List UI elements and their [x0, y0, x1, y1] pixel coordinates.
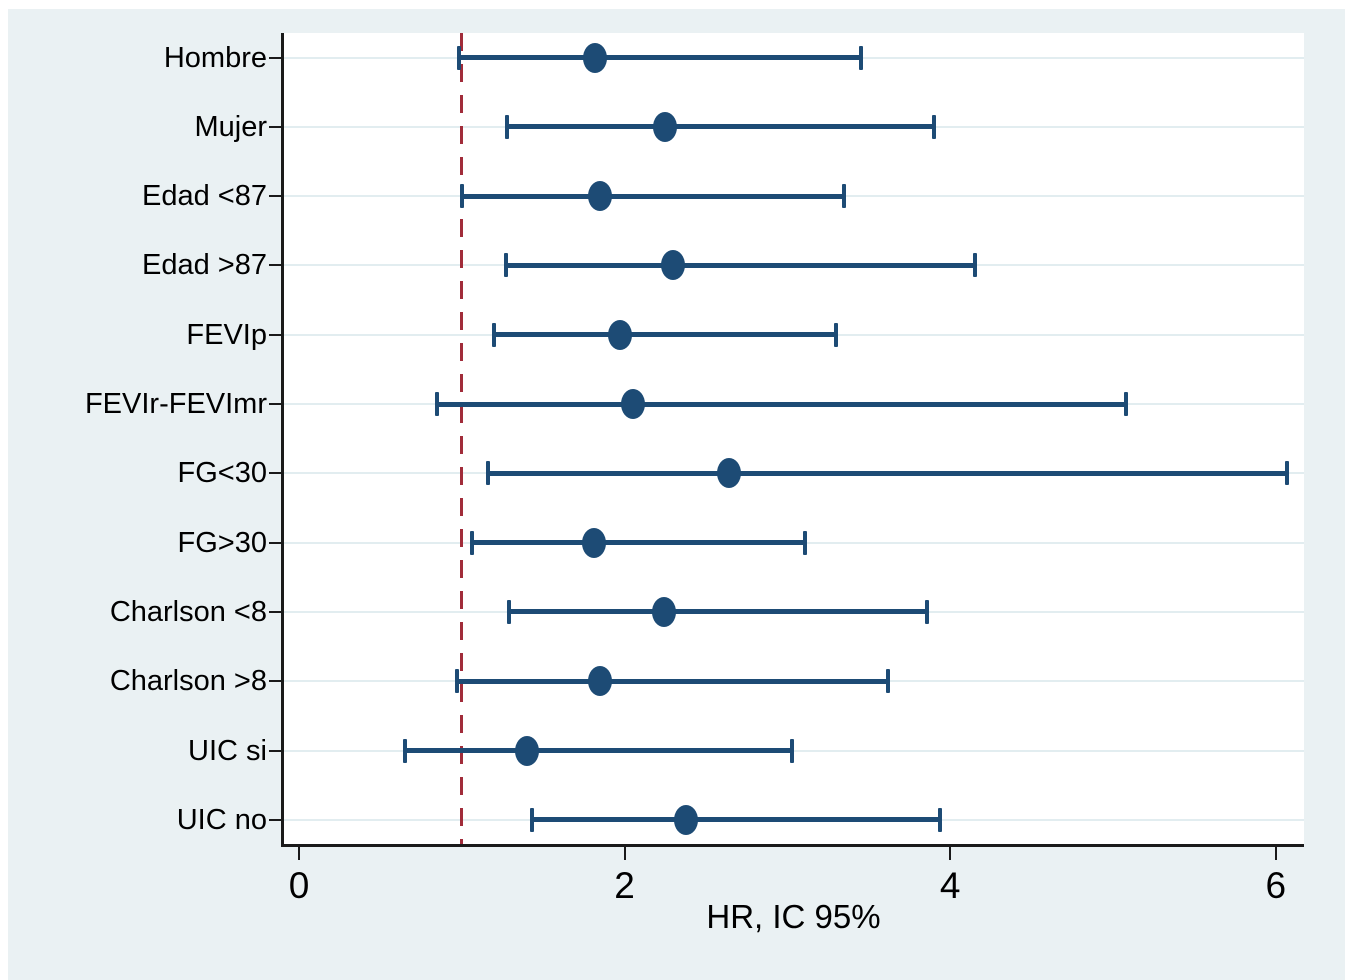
point-estimate-marker [674, 804, 699, 835]
row-label: FG<30 [177, 457, 267, 490]
row-label: Mujer [194, 110, 267, 143]
ci-cap [529, 807, 534, 832]
ci-line [471, 540, 806, 546]
ci-cap [492, 322, 497, 347]
ci-cap [485, 461, 490, 486]
ci-cap [858, 45, 863, 70]
ci-line [404, 748, 793, 753]
x-axis-tick-label: 4 [939, 865, 961, 906]
ci-line [505, 262, 975, 268]
ci-cap [402, 738, 407, 763]
ci-cap [834, 322, 839, 347]
row-label: Hombre [163, 41, 267, 74]
ci-line [494, 332, 837, 338]
point-estimate-marker [581, 527, 606, 558]
ci-line [509, 609, 928, 615]
ci-line [507, 124, 934, 130]
point-estimate-marker [514, 735, 539, 766]
y-axis-tick [269, 333, 283, 336]
ci-cap [469, 530, 474, 555]
ci-cap [886, 669, 891, 694]
y-axis-tick [269, 541, 283, 544]
ci-cap [931, 114, 936, 139]
y-axis-tick [269, 610, 283, 613]
ci-cap [842, 184, 847, 209]
row-label: FEVIr-FEVImr [84, 388, 267, 420]
ci-cap [456, 45, 461, 70]
point-estimate-marker [607, 319, 632, 350]
ci-cap [1124, 392, 1129, 416]
x-axis-tick-label: 6 [1265, 865, 1287, 906]
point-estimate-marker [588, 181, 613, 212]
y-axis-tick [269, 749, 283, 752]
ci-cap [507, 599, 511, 624]
point-estimate-marker [653, 111, 678, 142]
point-estimate-marker [583, 42, 608, 73]
x-axis-tick [949, 847, 952, 860]
x-axis-tick-label: 2 [614, 865, 635, 906]
point-estimate-marker [651, 596, 676, 627]
ci-cap [459, 184, 464, 209]
y-axis-tick [269, 680, 283, 683]
ci-cap [938, 807, 943, 832]
y-axis-tick [269, 195, 283, 198]
ci-cap [435, 392, 440, 416]
row-label: UIC no [176, 803, 267, 836]
x-axis-tick [623, 847, 626, 860]
point-estimate-marker [620, 389, 645, 419]
x-axis-tick [298, 847, 300, 860]
plot-area [283, 33, 1304, 845]
y-axis-tick [269, 403, 283, 405]
y-axis-tick [269, 264, 283, 267]
ci-line [487, 470, 1288, 476]
ci-line [437, 401, 1127, 407]
y-axis-tick [269, 125, 283, 128]
row-label: FEVIp [186, 318, 267, 351]
ci-cap [505, 114, 510, 139]
row-label: Edad <87 [142, 180, 267, 213]
x-axis-tick [1274, 847, 1277, 860]
y-axis-tick [269, 472, 283, 475]
row-label: Charlson <8 [109, 595, 267, 628]
y-axis-line [281, 33, 284, 845]
x-axis-tick-label: 0 [288, 865, 310, 906]
ci-cap [972, 253, 977, 278]
ci-cap [925, 599, 930, 624]
x-axis-line [281, 844, 1304, 847]
row-label: FG>30 [177, 526, 267, 559]
ci-line [531, 817, 941, 823]
ci-cap [454, 669, 459, 694]
row-label: Charlson >8 [109, 665, 267, 698]
ci-cap [1285, 461, 1290, 486]
row-label: UIC si [188, 734, 267, 767]
point-estimate-marker [716, 458, 741, 489]
ci-cap [790, 738, 795, 763]
ci-cap [803, 530, 808, 555]
reference-line [460, 33, 464, 845]
ci-line [461, 193, 845, 199]
ci-line [456, 678, 889, 684]
point-estimate-marker [588, 666, 613, 697]
ci-line [458, 55, 861, 60]
x-axis-title: HR, IC 95% [706, 898, 881, 935]
point-estimate-marker [661, 250, 686, 281]
ci-cap [503, 253, 508, 278]
row-label: Edad >87 [142, 249, 267, 282]
y-axis-tick [269, 818, 283, 821]
y-axis-tick [269, 56, 283, 59]
